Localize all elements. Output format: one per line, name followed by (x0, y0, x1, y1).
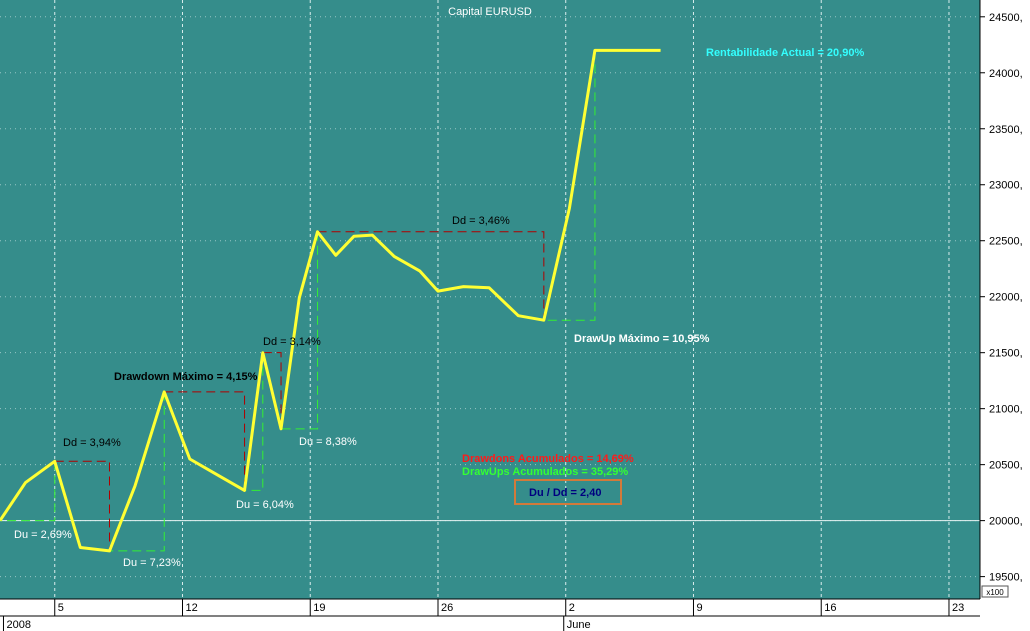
x-tick-label-0: 5 (58, 602, 64, 614)
drawdown-marks (54, 231, 545, 551)
y-ticks: 19500, 20000, 20500, 21000, 21500, 22000, 2250… (980, 12, 1023, 584)
annotation-0: Du = 2,69% (14, 529, 72, 541)
y-tick-label-6: 22500, (989, 236, 1023, 248)
y-tick-label-0: 19500, (989, 572, 1023, 584)
annotation-5: Dd = 3,14% (263, 336, 321, 348)
annotation-3: Drawdown Máximo = 4,15% (114, 371, 258, 383)
x-tick-label-3: 26 (441, 602, 453, 614)
drawdown-mark-1 (164, 391, 246, 491)
drawdown-mark-0 (54, 460, 110, 551)
y-tick-label-1: 20000, (989, 516, 1023, 528)
y-tick-label-5: 22000, (989, 292, 1023, 304)
y-tick-label-2: 20500, (989, 460, 1023, 472)
drawup-mark-1 (109, 391, 165, 552)
y-tick-label-7: 23000, (989, 180, 1023, 192)
annotation-2: Du = 7,23% (123, 557, 181, 569)
y-tick-label-4: 21500, (989, 348, 1023, 360)
chart-title: Capital EURUSD (448, 6, 532, 18)
x-period-label-1: June (567, 619, 591, 631)
drawup-mark-3 (281, 231, 319, 430)
annotation-7: Dd = 3,46% (452, 215, 510, 227)
y-unit-label: x100 (986, 588, 1004, 597)
plot-background (0, 0, 980, 599)
y-tick-label-10: 24500, (989, 12, 1023, 24)
y-axis-panel (980, 0, 1030, 631)
annotation-11: DrawUps Acumulados = 35,29% (462, 466, 628, 478)
annotation-10: Drawdons Acumulados = 14,69% (462, 453, 634, 465)
annotation-6: Du = 8,38% (299, 436, 357, 448)
y-tick-label-8: 23500, (989, 124, 1023, 136)
annotation-9: Rentabilidade Actual = 20,90% (706, 47, 864, 59)
drawdown-mark-2 (262, 352, 282, 429)
drawup-marks (0, 50, 596, 552)
ratio-box (514, 479, 622, 505)
annotation-4: Du = 6,04% (236, 499, 294, 511)
y-unit-box (981, 585, 1009, 598)
x-tick-label-6: 16 (824, 602, 836, 614)
annotation-12: Du / Dd = 2,40 (529, 487, 601, 499)
series-group (0, 48, 661, 553)
x-axis-panel (0, 599, 1030, 631)
drawup-mark-2 (244, 352, 264, 491)
x-tick-label-5: 9 (696, 602, 702, 614)
annotation-group: Du = 2,69% Dd = 3,94% Du = 7,23% Drawdown M… (14, 47, 864, 569)
drawup-mark-0 (0, 461, 56, 522)
series-line-0 (0, 48, 661, 553)
y-tick-label-9: 24000, (989, 68, 1023, 80)
drawdown-mark-3 (317, 231, 545, 321)
annotation-1: Dd = 3,94% (63, 437, 121, 449)
x-tick-label-2: 19 (313, 602, 325, 614)
annotation-8: DrawUp Máximo = 10,95% (574, 333, 710, 345)
x-grid (54, 0, 950, 599)
x-tick-label-1: 12 (185, 602, 197, 614)
x-period-label-0: 2008 (6, 619, 30, 631)
x-ticks: 5 12 19 26 2 9 16 23 2008 June (2, 599, 964, 631)
x-tick-label-7: 23 (952, 602, 964, 614)
drawup-mark-4 (543, 50, 596, 321)
x-tick-label-4: 2 (569, 602, 575, 614)
y-tick-label-3: 21000, (989, 404, 1023, 416)
